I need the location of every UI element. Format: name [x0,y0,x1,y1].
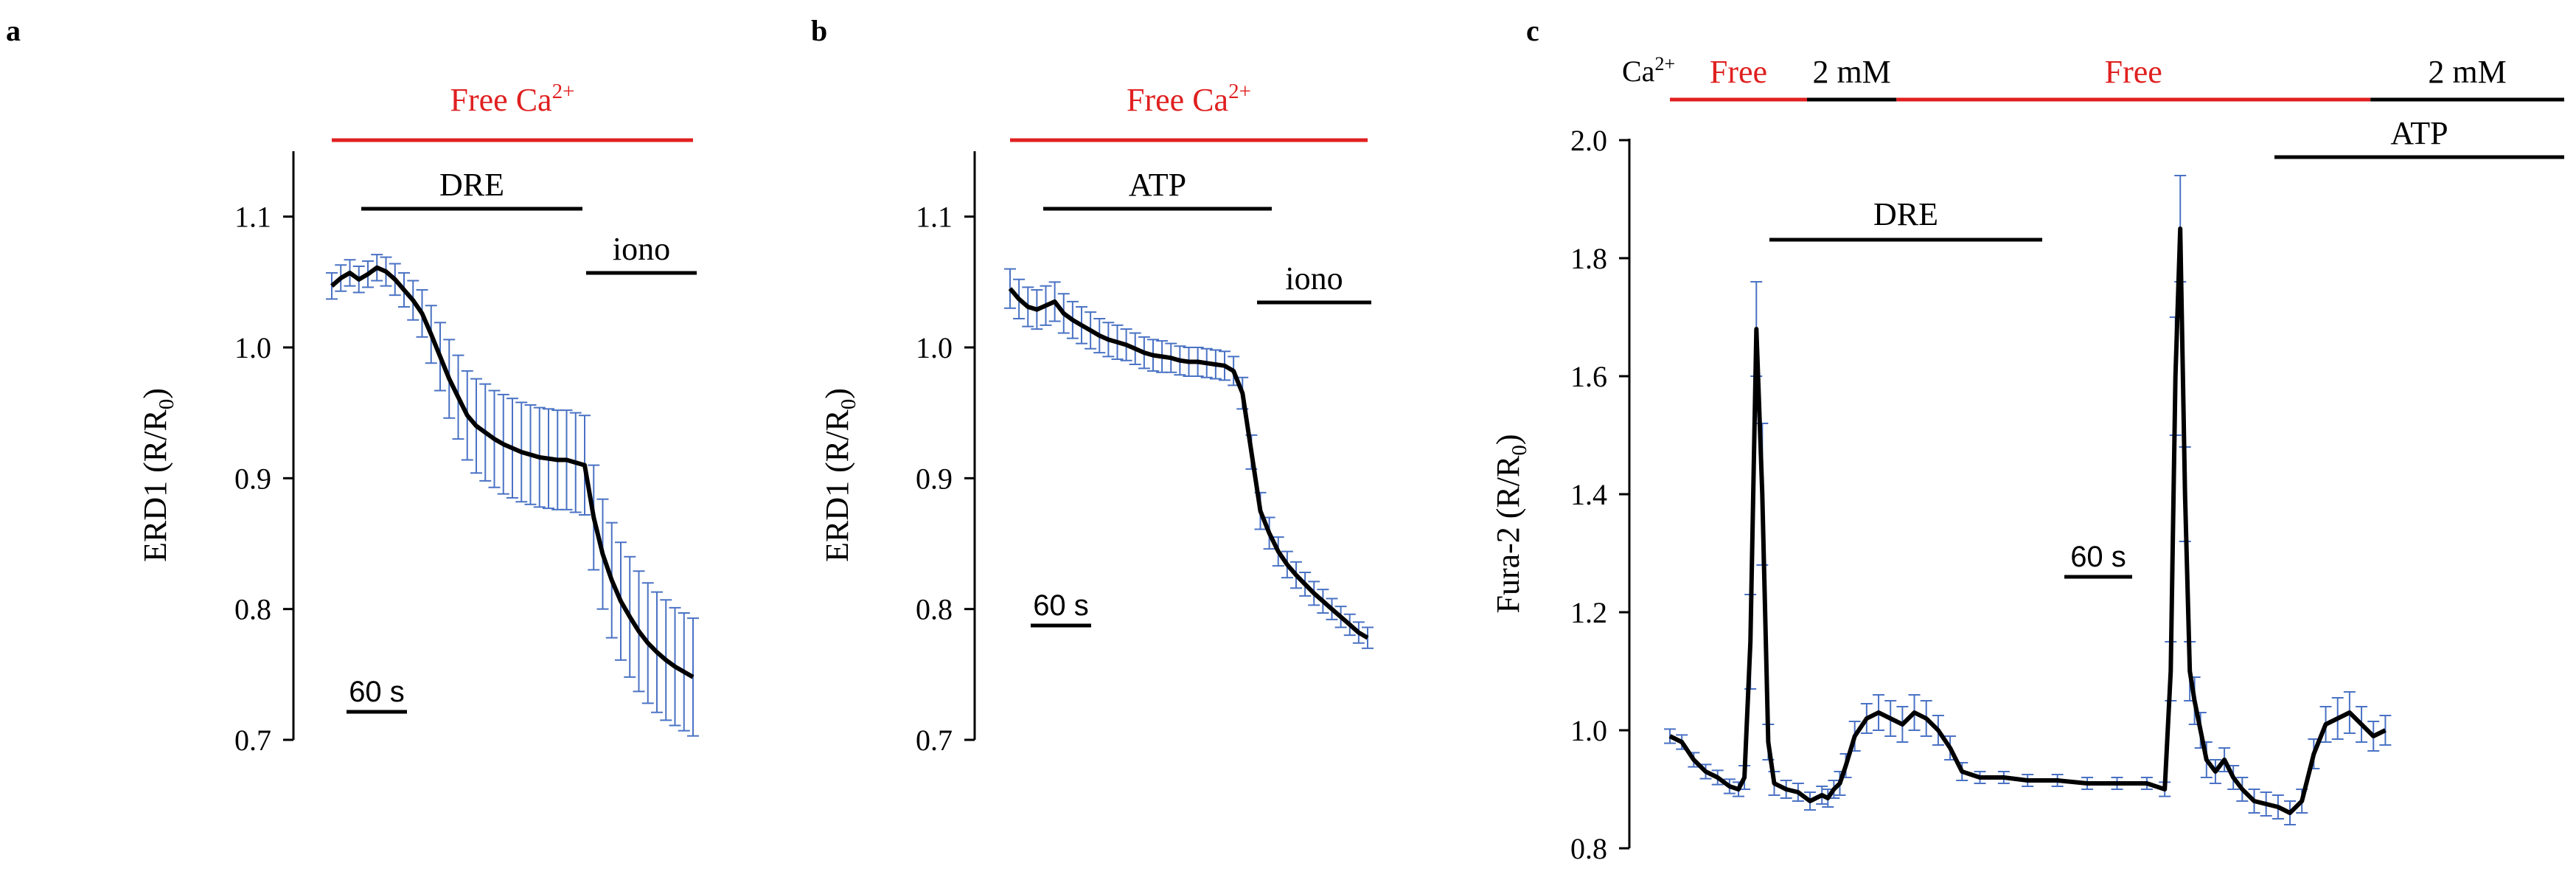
treatment-label: ATP [2390,115,2448,151]
y-tick-label: 1.0 [1570,714,1607,747]
scale-bar-label: 60 s [349,676,405,708]
y-axis-label: ERD1 (R/R0) [819,388,860,562]
y-tick-label: 1.1 [916,201,953,234]
calcium-label: Free Ca2+ [450,80,575,118]
y-tick-label: 0.8 [1570,832,1607,865]
calcium-label: Free Ca2+ [1127,80,1251,118]
y-tick-label: 0.9 [916,462,953,495]
calcium-segment-label: 2 mM [2428,54,2506,90]
panel-b-label: b [811,14,827,47]
treatment-label: DRE [439,167,504,203]
scale-bar-label: 60 s [2070,541,2126,573]
mean-trace [330,265,695,679]
calcium-label: Ca2+ [1622,53,1675,88]
calcium-segment-label: Free [2105,54,2162,90]
y-axis-label: ERD1 (R/R0) [137,388,178,562]
y-tick-label: 1.4 [1570,478,1607,511]
treatment-label: iono [613,231,670,267]
treatment-label: DRE [1873,196,1938,232]
y-tick-label: 0.9 [234,462,271,495]
y-tick-label: 2.0 [1570,124,1607,157]
panel-a-label: a [6,14,21,47]
panel-c-label: c [1526,14,1539,47]
panel-a: a 1.1 1.0 0.9 0.8 0.7 ERD1 (R/R0) Free Ca2+ DRE… [6,14,699,757]
calcium-segment-label: Free [1710,54,1767,90]
y-tick-label: 1.2 [1570,596,1607,629]
scale-bar-label: 60 s [1033,589,1089,622]
y-tick-label: 1.0 [916,331,953,364]
y-tick-label: 0.7 [916,724,953,757]
error-bars [1664,175,2392,825]
treatment-label: iono [1285,260,1343,297]
calcium-segment-label: 2 mM [1812,54,1890,90]
y-axis-label: Fura-2 (R/R0) [1490,434,1531,613]
mean-trace [1008,287,1369,640]
y-tick-label: 0.7 [234,724,271,757]
error-bars [326,254,699,737]
y-tick-label: 0.8 [916,593,953,626]
y-tick-label: 1.6 [1570,360,1607,393]
treatment-label: ATP [1129,167,1186,203]
y-tick-label: 1.1 [234,201,271,234]
y-tick-label: 1.0 [234,331,271,364]
y-tick-label: 1.8 [1570,242,1607,275]
mean-trace [1668,226,2387,815]
y-tick-label: 0.8 [234,593,271,626]
panel-c: c 2.0 1.8 1.6 1.4 1.2 1.0 0.8 Fura-2 (R/R0) Ca2+… [1490,14,2564,865]
panel-b: b 1.1 1.0 0.9 0.8 0.7 ERD1 (R/R0) Free Ca2+ ATP… [811,14,1374,757]
